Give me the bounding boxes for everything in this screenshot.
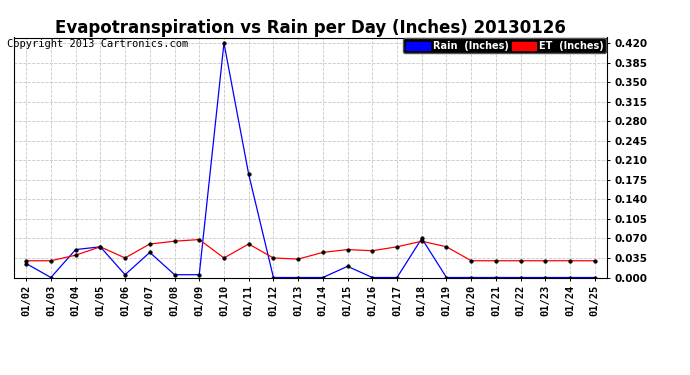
Text: Copyright 2013 Cartronics.com: Copyright 2013 Cartronics.com bbox=[7, 39, 188, 50]
Title: Evapotranspiration vs Rain per Day (Inches) 20130126: Evapotranspiration vs Rain per Day (Inch… bbox=[55, 20, 566, 38]
Legend: Rain  (Inches), ET  (Inches): Rain (Inches), ET (Inches) bbox=[404, 39, 607, 53]
